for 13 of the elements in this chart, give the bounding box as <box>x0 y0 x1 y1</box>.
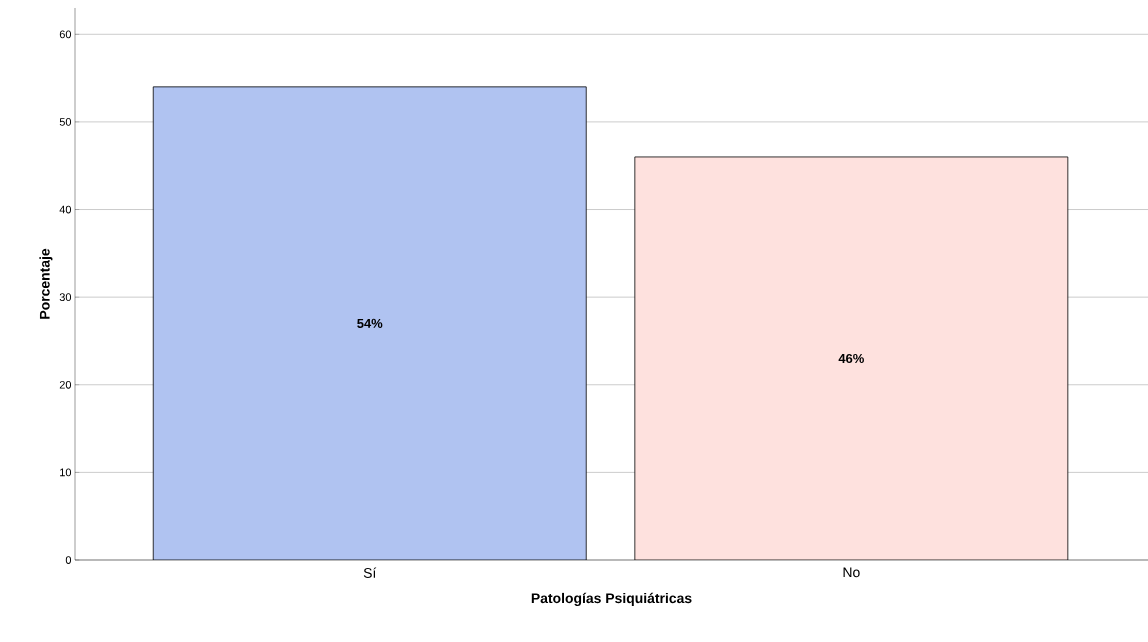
data-label: 46% <box>838 353 864 364</box>
y-tick-label: 40 <box>59 205 72 214</box>
x-axis-title: Patologías Psiquiátricas <box>531 592 692 606</box>
y-axis-title: Porcentaje <box>39 248 53 319</box>
data-label: 54% <box>357 318 383 328</box>
y-tick-label: 0 <box>65 556 72 564</box>
y-tick-label: 10 <box>60 468 72 477</box>
y-tick-label: 20 <box>59 380 72 389</box>
x-tick-label: No <box>843 567 860 578</box>
y-tick-label: 60 <box>59 30 72 39</box>
y-tick-label: 50 <box>59 118 72 126</box>
x-tick-label: Sí <box>363 567 377 578</box>
y-tick-label: 30 <box>59 293 72 302</box>
